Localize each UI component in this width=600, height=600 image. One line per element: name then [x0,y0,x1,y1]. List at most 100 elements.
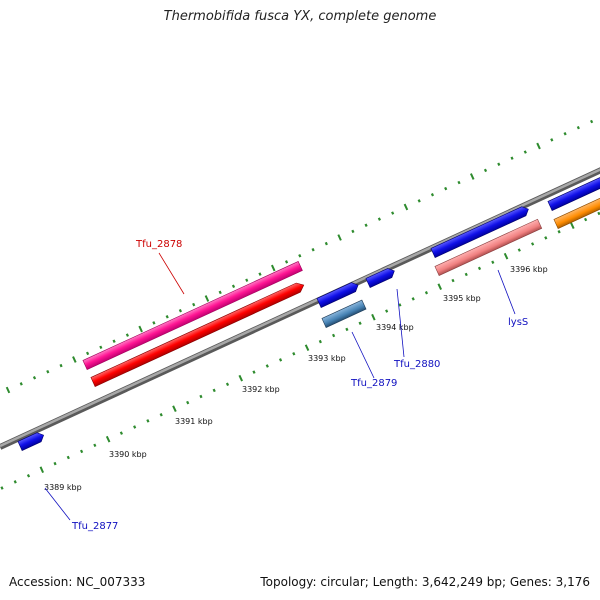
lower-minor-tick [584,217,588,222]
gene-feature-upper-2[interactable] [430,205,531,258]
upper-minor-tick [218,290,222,295]
upper-major-tick [72,356,77,363]
lower-minor-tick [26,474,31,478]
upper-minor-tick [590,119,594,124]
upper-minor-tick [563,132,567,136]
gene-label-tfu-2877[interactable]: Tfu_2877 [71,521,118,532]
upper-minor-tick [165,315,169,319]
upper-minor-tick [298,254,302,258]
accession-text: Accession: NC_007333 [9,575,146,589]
upper-minor-tick [377,217,381,221]
lower-major-tick [570,222,575,230]
lower-minor-tick [159,413,163,417]
scale-label-3389: 3389 kbp [44,483,82,492]
lower-minor-tick [225,382,230,387]
lower-minor-tick [398,303,402,307]
upper-major-tick [536,142,541,150]
upper-major-tick [5,386,11,394]
gene-label-tfu-2880[interactable]: Tfu_2880 [393,359,440,370]
upper-minor-tick [125,333,129,337]
gene-feature-tfu-2878[interactable] [90,281,306,387]
upper-minor-tick [391,211,395,215]
gene-feature-tfu-2880[interactable] [365,266,397,288]
lower-major-tick [172,405,177,413]
upper-major-tick [204,295,210,302]
lower-major-tick [304,344,310,352]
upper-minor-tick [417,199,421,203]
upper-minor-tick [19,382,23,386]
upper-minor-tick [192,302,196,307]
gene-label-lyss[interactable]: lysS [508,317,528,328]
upper-minor-tick [324,241,328,246]
gene-label-tfu-2878[interactable]: Tfu_2878 [135,239,182,250]
lower-minor-tick [252,370,256,374]
upper-minor-tick [152,321,156,325]
upper-minor-tick [550,138,554,142]
lower-major-tick [437,283,443,291]
lower-minor-tick [265,364,269,368]
upper-major-tick [138,325,143,333]
gene-feature-upper-3[interactable] [547,171,600,211]
lower-minor-tick [517,248,521,252]
lower-minor-tick [385,309,389,313]
lower-minor-tick [424,291,429,295]
lower-minor-tick [93,443,97,448]
upper-minor-tick [430,193,435,197]
lower-minor-tick [13,480,17,484]
upper-minor-tick [99,345,103,350]
lower-minor-tick [119,431,123,435]
lower-minor-tick [597,211,600,216]
upper-major-tick [270,264,276,272]
lower-minor-tick [278,358,283,362]
lower-minor-tick [411,297,415,301]
upper-minor-tick [178,308,182,313]
upper-minor-tick [523,150,527,154]
upper-minor-tick [510,156,514,160]
lower-minor-tick [544,236,548,240]
genome-summary-text: Topology: circular; Length: 3,642,249 bp… [260,575,590,589]
gene-feature-upper-1[interactable] [316,280,360,308]
scale-label-3391: 3391 kbp [175,417,213,426]
scale-label-3390: 3390 kbp [109,450,147,459]
upper-minor-tick [86,351,90,356]
map-title: Thermobifida fusca YX, complete genome [163,9,437,24]
lower-major-tick [105,435,111,443]
upper-major-tick [469,173,475,180]
upper-minor-tick [351,229,355,234]
upper-minor-tick [364,223,368,227]
upper-minor-tick [231,284,236,289]
upper-minor-tick [258,272,262,276]
lower-major-tick [503,252,509,260]
upper-minor-tick [576,125,580,130]
gene-feature-lyss[interactable] [434,218,543,276]
scale-label-3392: 3392 kbp [242,385,280,394]
lower-minor-tick [491,260,495,264]
lower-minor-tick [53,461,57,466]
lower-minor-tick [358,321,362,325]
tick-row-lower [0,211,600,490]
genome-backbone [0,167,600,450]
upper-minor-tick [457,180,461,185]
lower-minor-tick [477,266,482,271]
upper-minor-tick [112,339,116,343]
upper-minor-tick [46,369,50,374]
gene-feature-tfu-2879[interactable] [321,299,367,328]
upper-major-tick [337,234,342,241]
lower-minor-tick [199,394,203,399]
gene-feature-lower-3[interactable] [553,189,600,229]
lower-major-tick [238,374,244,382]
gene-feature-tfu-2878-outer[interactable] [82,261,303,370]
lower-minor-tick [212,388,216,393]
gene-label-tfu-2879[interactable]: Tfu_2879 [350,378,397,389]
gene-feature-tfu-2877[interactable] [17,431,46,451]
lower-minor-tick [146,419,150,423]
upper-minor-tick [497,162,501,166]
lower-major-tick [39,466,45,474]
upper-minor-tick [59,363,63,368]
lower-minor-tick [66,455,70,460]
upper-minor-tick [284,260,289,264]
lower-minor-tick [557,230,561,234]
scale-label-3396: 3396 kbp [510,265,548,274]
scale-label-3395: 3395 kbp [443,294,481,303]
